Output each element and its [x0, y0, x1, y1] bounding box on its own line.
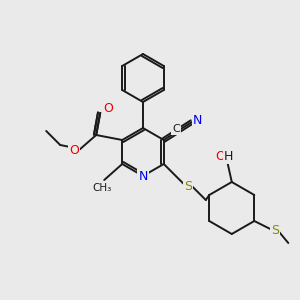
Text: O: O [103, 103, 113, 116]
Text: S: S [271, 224, 279, 236]
Text: CH₃: CH₃ [93, 183, 112, 193]
Text: N: N [138, 169, 148, 182]
Text: N: N [193, 113, 203, 127]
Text: H: H [224, 151, 233, 164]
Text: O: O [69, 145, 79, 158]
Text: O: O [215, 151, 225, 164]
Text: S: S [184, 181, 192, 194]
Text: C: C [172, 124, 180, 134]
